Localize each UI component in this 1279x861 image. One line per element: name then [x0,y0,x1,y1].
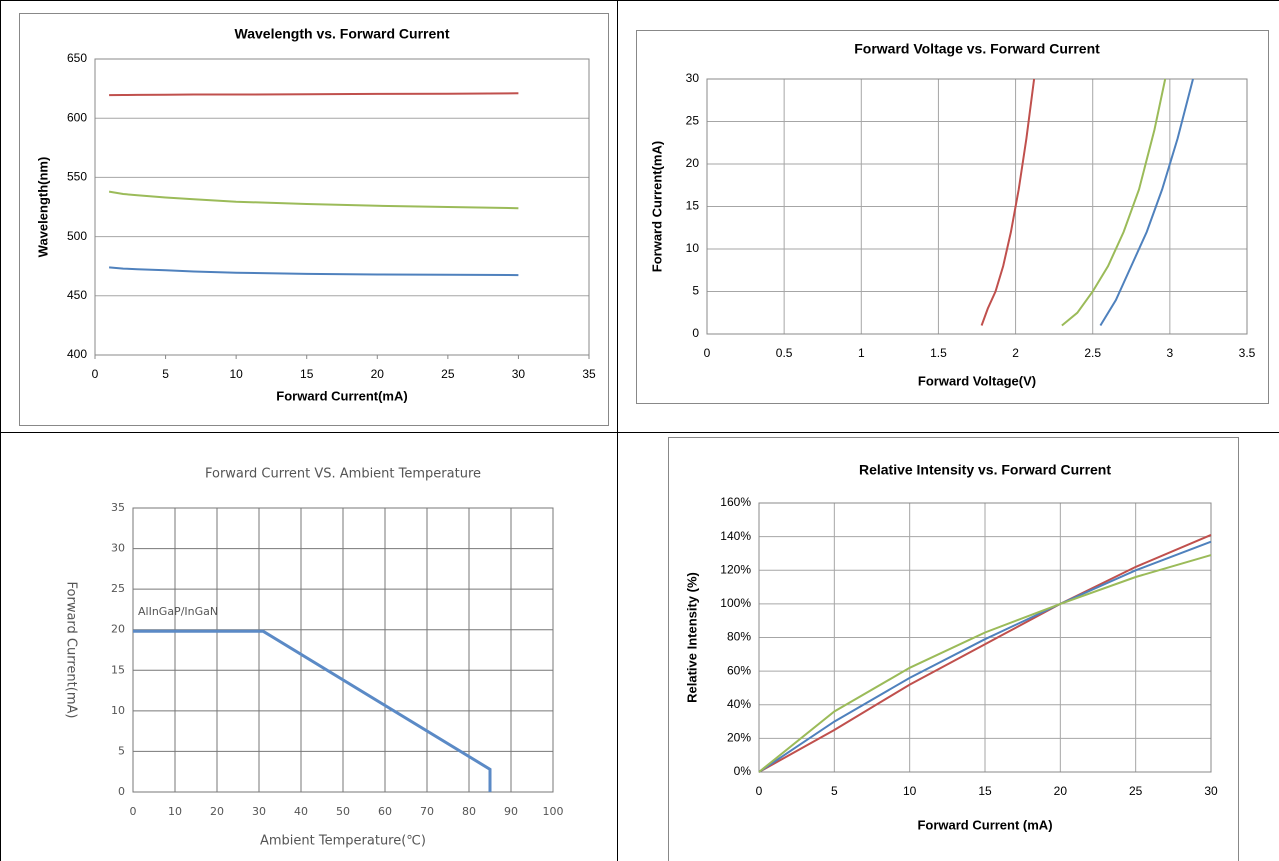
x-tick-label: 0 [756,784,763,798]
x-tick-label: 10 [903,784,917,798]
x-tick-label: 10 [229,367,243,381]
y-tick-label: 10 [111,704,125,717]
plot-frame [706,78,1248,335]
y-tick-label: 20% [727,731,751,745]
y-tick-label: 5 [118,744,125,757]
chart-title: Forward Voltage vs. Forward Current [854,41,1100,57]
series-line [1061,78,1167,327]
x-tick-label: 50 [336,805,350,818]
series-line [133,629,492,792]
x-tick-label: 40 [294,805,308,818]
series-line [758,540,1212,773]
y-tick-label: 35 [111,501,125,514]
x-tick-label: 5 [831,784,838,798]
x-tick-label: 70 [420,805,434,818]
series-line [980,78,1036,326]
x-tick-label: 25 [1129,784,1143,798]
y-tick-label: 0 [692,326,699,340]
y-tick-label: 10 [686,241,700,255]
series-line [758,554,1212,773]
y-axis-label: Forward Current(mA) [64,582,79,719]
y-tick-label: 0 [118,785,125,798]
y-tick-label: 650 [67,51,87,65]
plot-frame [132,507,554,793]
series-line [109,92,519,97]
chart-frame [668,437,1239,861]
y-tick-label: 15 [111,663,125,676]
x-tick-label: 30 [1204,784,1218,798]
y-tick-label: 600 [67,110,87,124]
y-tick-label: 25 [686,114,700,128]
y-tick-label: 400 [67,347,87,361]
x-tick-label: 20 [1054,784,1068,798]
x-tick-label: 5 [162,367,169,381]
chart-frame [636,30,1269,404]
x-tick-label: 100 [543,805,564,818]
x-tick-label: 20 [371,367,385,381]
chart-title: Forward Current VS. Ambient Temperature [205,467,481,482]
x-tick-label: 0 [130,805,137,818]
x-axis-label: Forward Current(mA) [276,388,407,403]
y-axis-label: Forward Current(mA) [649,141,664,272]
y-tick-label: 0% [734,764,752,778]
x-tick-label: 80 [462,805,476,818]
y-tick-label: 40% [727,697,751,711]
y-tick-label: 20 [686,156,700,170]
x-tick-label: 3.5 [1239,346,1256,360]
chart-title: Relative Intensity vs. Forward Current [859,462,1111,478]
x-tick-label: 0 [704,346,711,360]
x-tick-label: 30 [252,805,266,818]
y-tick-label: 20 [111,623,125,636]
y-tick-label: 60% [727,663,751,677]
x-tick-label: 1.5 [930,346,947,360]
x-tick-label: 3 [1167,346,1174,360]
series-line [108,190,519,210]
y-tick-label: 30 [111,542,125,555]
x-tick-label: 10 [168,805,182,818]
plot-frame [758,502,1212,773]
x-tick-label: 0 [92,367,99,381]
x-tick-label: 1 [858,346,865,360]
x-axis-label: Forward Current (mA) [917,817,1052,832]
y-axis-label: Relative Intensity (%) [684,572,699,703]
y-tick-label: 550 [67,170,87,184]
y-tick-label: 25 [111,582,125,595]
y-tick-label: 80% [727,630,751,644]
x-tick-label: 90 [504,805,518,818]
x-tick-label: 25 [441,367,455,381]
annotation: AlInGaP/InGaN [138,605,218,618]
y-tick-label: 140% [720,529,751,543]
y-tick-label: 5 [692,284,699,298]
y-tick-label: 500 [67,229,87,243]
x-tick-label: 20 [210,805,224,818]
y-tick-label: 120% [720,562,751,576]
series-line [109,266,519,277]
x-tick-label: 2.5 [1084,346,1101,360]
y-tick-label: 30 [686,71,700,85]
x-axis-label: Forward Voltage(V) [918,373,1036,388]
y-tick-label: 100% [720,596,751,610]
series-line [1099,78,1194,327]
y-tick-label: 160% [720,495,751,509]
series-line [758,533,1212,773]
y-tick-label: 450 [67,288,87,302]
x-tick-label: 0.5 [776,346,793,360]
y-tick-label: 15 [686,199,700,213]
chart-title: Wavelength vs. Forward Current [235,26,450,42]
x-tick-label: 30 [512,367,526,381]
chart-frame [19,13,609,426]
x-tick-label: 15 [300,367,314,381]
x-tick-label: 60 [378,805,392,818]
x-tick-label: 15 [978,784,992,798]
y-axis-label: Wavelength(nm) [35,157,50,258]
x-tick-label: 2 [1012,346,1019,360]
x-tick-label: 35 [582,367,596,381]
x-axis-label: Ambient Temperature(℃) [260,834,426,849]
plot-frame [94,58,590,356]
